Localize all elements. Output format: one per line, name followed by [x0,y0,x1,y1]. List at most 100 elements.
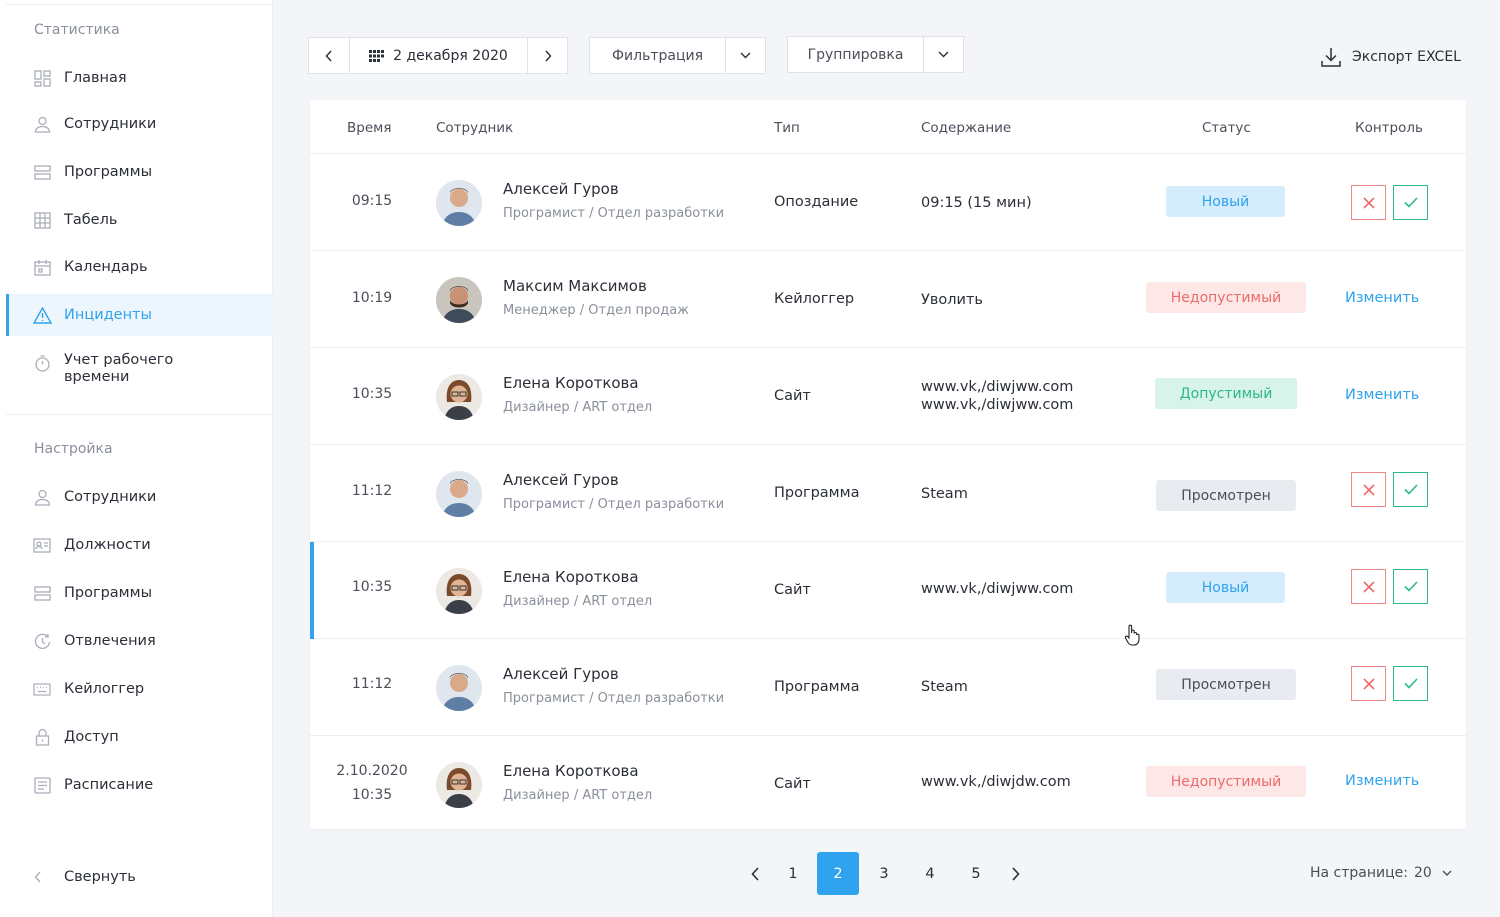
date-label: 2 декабря 2020 [393,47,508,64]
edit-link[interactable]: Изменить [1345,773,1420,789]
check-icon [1403,678,1418,689]
row-time: 11:12 [351,676,393,692]
approve-button[interactable] [1393,569,1428,604]
edit-link[interactable]: Изменить [1345,290,1420,306]
table-row[interactable]: 10:19 Максим Максимов Менеджер / Отдел п… [310,251,1466,348]
divider [6,414,273,415]
sidebar-item-employees[interactable]: Сотрудники [6,103,273,145]
sidebar-item-timesheet[interactable]: Табель [6,199,273,241]
column-header-type: Тип [774,120,800,136]
reject-button[interactable] [1351,569,1386,604]
sidebar-item-label: Кейлоггер [64,681,145,697]
table-row[interactable]: 11:12 Алексей Гуров Програмист / Отдел р… [310,445,1466,542]
id-card-icon [32,535,52,555]
page-2[interactable]: 2 [817,852,859,895]
per-page-select[interactable]: На странице: 20 [1310,865,1452,881]
page-4[interactable]: 4 [925,865,935,882]
section-title-settings: Настройка [34,441,113,457]
chevron-down-icon [923,37,963,72]
row-time: 10:35 [351,386,393,402]
download-icon [1320,46,1342,68]
reject-button[interactable] [1351,666,1386,701]
sidebar-item-distractions[interactable]: Отвлечения [6,620,273,662]
export-excel-button[interactable]: Экспорт EXCEL [1320,46,1461,68]
incident-content: Уволить [921,292,983,308]
chevron-left-icon [325,50,332,61]
stopwatch-icon [32,353,52,373]
sidebar-item-incidents[interactable]: Инциденты [6,294,273,336]
incident-type: Сайт [774,776,811,792]
prev-page-button[interactable] [743,852,767,895]
next-date-button[interactable] [527,38,567,73]
sidebar-item-access[interactable]: Доступ [6,716,273,758]
table-row[interactable]: 11:12 Алексей Гуров Програмист / Отдел р… [310,639,1466,736]
next-page-button[interactable] [1003,852,1027,895]
incidents-table: Время Сотрудник Тип Содержание Статус Ко… [310,100,1466,829]
sidebar-item-settings-programs[interactable]: Программы [6,572,273,614]
employee-position: Програмист / Отдел разработки [503,206,725,221]
row-time: 09:15 [351,193,393,209]
page-3[interactable]: 3 [879,865,889,882]
status-badge: Новый [1166,186,1285,217]
approve-button[interactable] [1393,472,1428,507]
incident-type: Программа [774,485,860,501]
table-row[interactable]: 2.10.2020 10:35 Елена Короткова Дизайнер… [310,736,1466,829]
sidebar-item-label: Сотрудники [64,116,157,132]
sidebar-item-settings-employees[interactable]: Сотрудники [6,476,273,518]
table-icon [32,210,52,230]
group-dropdown[interactable]: Группировка [787,36,964,73]
filter-dropdown[interactable]: Фильтрация [589,37,766,74]
sidebar-item-label: Программы [64,585,153,601]
schedule-icon [32,775,52,795]
sidebar-item-label: Инциденты [64,307,152,323]
incident-content: www.vk,/diwjww.com [921,397,1074,413]
status-badge: Новый [1166,572,1285,603]
sidebar-item-label: Календарь [64,259,148,275]
incident-content: www.vk,/diwjdw.com [921,774,1071,790]
filter-label: Фильтрация [611,47,704,64]
incident-type: Опоздание [774,194,859,210]
row-time: 10:35 [351,579,393,595]
employee-name: Алексей Гуров [503,471,619,489]
employee-position: Дизайнер / ART отдел [503,400,653,415]
incident-content: 09:15 (15 мин) [921,195,1032,211]
date-select[interactable]: 2 декабря 2020 [348,38,528,73]
collapse-label: Свернуть [64,869,136,885]
sidebar-item-work-time[interactable]: Учет рабочего времени [6,346,273,394]
reject-button[interactable] [1351,472,1386,507]
sidebar-item-calendar[interactable]: Календарь [6,246,273,288]
sidebar-item-home[interactable]: Главная [6,57,273,99]
avatar [436,471,482,517]
reject-button[interactable] [1351,185,1386,220]
sidebar-item-programs[interactable]: Программы [6,151,273,193]
sidebar-item-schedule[interactable]: Расписание [6,764,273,806]
employee-position: Дизайнер / ART отдел [503,594,653,609]
page-1[interactable]: 1 [788,865,798,882]
page-5[interactable]: 5 [971,865,981,882]
table-row[interactable]: 10:35 Елена Короткова Дизайнер / ART отд… [310,348,1466,445]
column-header-time: Время [347,120,392,136]
edit-link[interactable]: Изменить [1345,387,1420,403]
close-icon [1362,483,1375,496]
programs-icon [32,583,52,603]
chevron-down-icon [725,38,765,73]
sidebar-item-keylogger[interactable]: Кейлоггер [6,668,273,710]
collapse-button[interactable]: Свернуть [34,869,136,885]
sidebar-item-label: Доступ [64,729,119,745]
approve-button[interactable] [1393,185,1428,220]
divider [6,4,273,5]
table-row[interactable]: 09:15 Алексей Гуров Програмист / Отдел р… [310,154,1466,251]
table-row[interactable]: 10:35 Елена Короткова Дизайнер / ART отд… [310,542,1466,639]
dashboard-icon [32,68,52,88]
sidebar-item-positions[interactable]: Должности [6,524,273,566]
incident-content: Steam [921,679,968,695]
sidebar-item-label: Отвлечения [64,633,156,649]
chevron-left-icon [750,866,759,881]
incident-content: www.vk,/diwjww.com [921,379,1074,395]
incident-type: Сайт [774,388,811,404]
approve-button[interactable] [1393,666,1428,701]
prev-date-button[interactable] [309,38,349,73]
status-badge: Допустимый [1155,378,1297,409]
employee-name: Максим Максимов [503,277,647,295]
check-icon [1403,484,1418,495]
